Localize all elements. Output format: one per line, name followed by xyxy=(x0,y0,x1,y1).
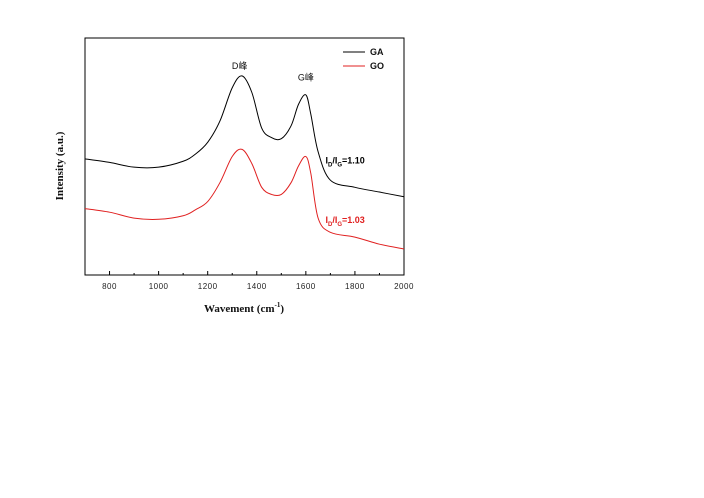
x-tick-label: 1000 xyxy=(149,282,169,291)
series-group xyxy=(84,75,405,250)
plot-frame xyxy=(84,37,405,276)
x-tick-label: 1800 xyxy=(345,282,365,291)
legend: GA GO xyxy=(343,47,384,71)
x-tick-label: 1200 xyxy=(198,282,218,291)
y-axis-title: Intensity (a.u.) xyxy=(54,131,66,200)
series-line-ga xyxy=(84,75,405,198)
peak-label-d-peak: D峰 xyxy=(232,61,248,71)
x-axis-title: Wavement (cm-1) xyxy=(204,301,284,315)
x-axis-title-main: Wavement (cm xyxy=(204,303,275,315)
x-axis-ticks: 800 1000 1200 1400 1600 1800 2000 xyxy=(84,271,414,291)
ratio-label-ga: ID/IG=1.10 xyxy=(325,156,364,169)
x-tick-label: 1400 xyxy=(247,282,267,291)
x-tick-label: 2000 xyxy=(394,282,414,291)
x-tick-label: 800 xyxy=(102,282,117,291)
legend-label-ga: GA xyxy=(370,47,384,57)
x-tick-label: 1600 xyxy=(296,282,316,291)
peak-label-g-peak: G峰 xyxy=(298,73,314,83)
legend-label-go: GO xyxy=(370,61,384,71)
x-axis-title-close: ) xyxy=(280,303,284,315)
series-line-go xyxy=(84,148,405,250)
annotation-group: D峰 G峰 ID/IG=1.10 ID/IG=1.03 xyxy=(232,61,365,228)
x-axis-title-sup: -1 xyxy=(275,301,281,309)
ratio-label-go: ID/IG=1.03 xyxy=(325,215,364,228)
